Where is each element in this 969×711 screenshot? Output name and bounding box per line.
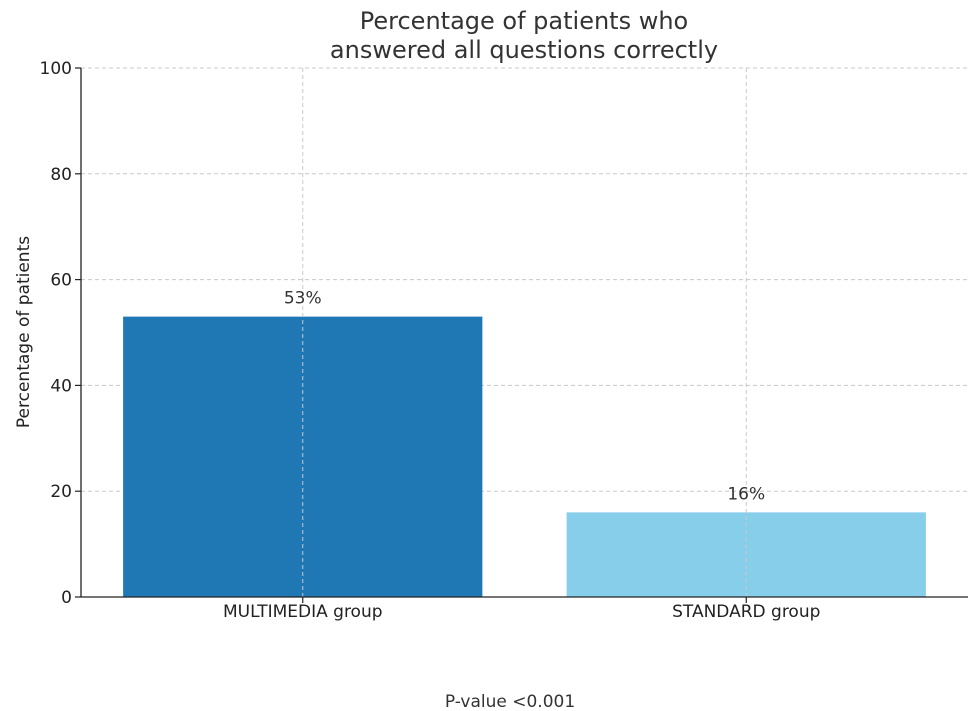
bar-layer xyxy=(123,316,926,597)
x-tick-label: MULTIMEDIA group xyxy=(223,602,383,622)
y-tick-label: 40 xyxy=(50,376,72,396)
x-tick-label: STANDARD group xyxy=(672,602,820,622)
y-tick-label: 20 xyxy=(50,482,72,502)
y-tick-label: 60 xyxy=(50,271,72,291)
bar-value-label: 16% xyxy=(727,484,765,504)
chart-title-line-2: answered all questions correctly xyxy=(330,36,718,64)
label-layer: 0 20 40 60 80 100 MULTIMEDIA group 53% STANDARD … xyxy=(40,59,821,622)
bar-value-label: 53% xyxy=(284,289,322,309)
y-tick-label: 80 xyxy=(50,165,72,185)
y-tick-label: 100 xyxy=(40,59,72,79)
y-tick-label: 0 xyxy=(61,588,72,608)
y-axis-title: Percentage of patients xyxy=(14,236,34,428)
chart-title-line-1: Percentage of patients who xyxy=(360,7,688,35)
axis-layer xyxy=(75,67,968,603)
p-value-note: P-value <0.001 xyxy=(445,692,575,711)
